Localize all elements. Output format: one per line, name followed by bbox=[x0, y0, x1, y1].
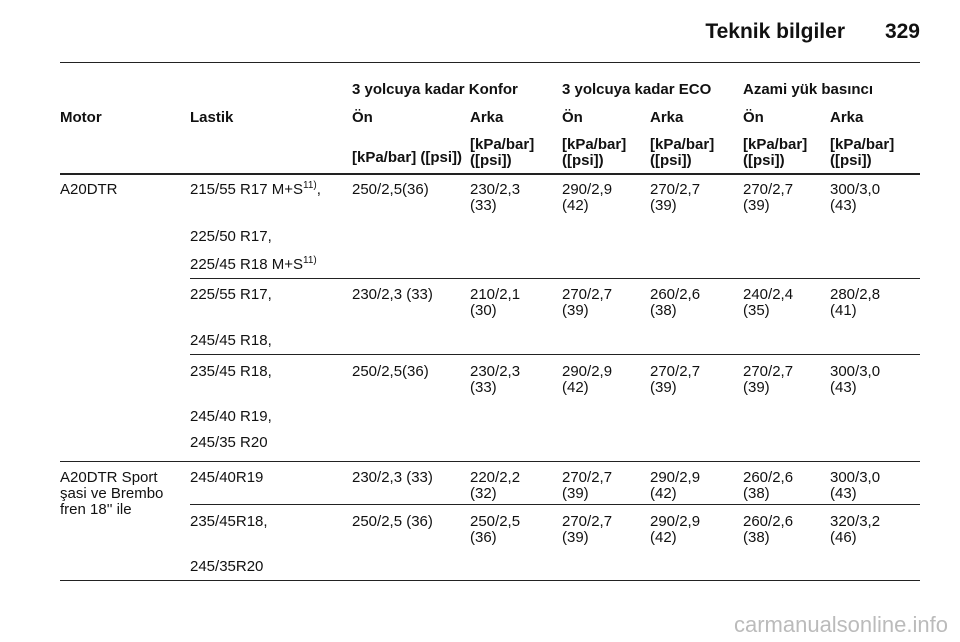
pressure: 250/2,5(36) bbox=[352, 363, 429, 380]
pressure: 270/2,7 (39) bbox=[650, 363, 701, 396]
tire-size: 245/40R19 bbox=[190, 469, 264, 486]
tire: 215/55 R17 M+S11), bbox=[190, 180, 321, 198]
tire: 245/35 R20 bbox=[190, 435, 268, 451]
footnote-ref: 11) bbox=[303, 255, 317, 266]
motor: A20DTR Sport şasi ve Brembo fren 18'' il… bbox=[60, 469, 164, 518]
pressure: 250/2,5 (36) bbox=[352, 513, 433, 530]
page-number: 329 bbox=[884, 20, 920, 43]
pressure: 260/2,6 (38) bbox=[743, 513, 794, 546]
column-header: Ön bbox=[743, 109, 764, 126]
tire-size: 245/45 R18, bbox=[190, 332, 272, 349]
pressure: 270/2,7 (39) bbox=[562, 513, 613, 546]
pressure: 250/2,5 (36) bbox=[470, 513, 521, 546]
unit-header: [kPa/bar] ([psi]) bbox=[830, 136, 895, 169]
pressure: 270/2,7 (39) bbox=[650, 181, 701, 214]
tire: 245/35R20 bbox=[190, 559, 263, 575]
column-header: Ön bbox=[352, 109, 373, 126]
rule bbox=[60, 580, 920, 581]
tire: 225/50 R17, bbox=[190, 229, 272, 245]
pressure: 280/2,8 (41) bbox=[830, 286, 881, 319]
pressure: 290/2,9 (42) bbox=[562, 363, 613, 396]
footnote-ref: 11) bbox=[303, 180, 317, 191]
tire-size: 215/55 R17 M+S bbox=[190, 181, 303, 198]
tire-size: 245/35 R20 bbox=[190, 434, 268, 451]
tire: 245/45 R18, bbox=[190, 333, 272, 349]
pressure: 320/3,2 (46) bbox=[830, 513, 881, 546]
column-header: Lastik bbox=[190, 109, 234, 126]
pressure: 290/2,9 (42) bbox=[650, 513, 701, 546]
tire-size: 225/50 R17, bbox=[190, 228, 272, 245]
group-header: 3 yolcuya kadar ECO bbox=[562, 81, 712, 98]
pressure: 240/2,4 (35) bbox=[743, 286, 794, 319]
watermark: carmanualsonline.info bbox=[733, 612, 948, 637]
page-title: Teknik bilgiler bbox=[705, 20, 845, 43]
tire: 225/55 R17, bbox=[190, 287, 272, 303]
rule bbox=[60, 461, 920, 462]
pressure: 250/2,5(36) bbox=[352, 181, 429, 198]
pressure: 260/2,6 (38) bbox=[743, 469, 794, 502]
pressure: 270/2,7 (39) bbox=[562, 286, 613, 319]
column-header: Ön bbox=[562, 109, 583, 126]
rule bbox=[190, 278, 920, 279]
pressure: 210/2,1 (30) bbox=[470, 286, 521, 319]
unit-header: [kPa/bar] ([psi]) bbox=[650, 136, 715, 169]
unit-header: [kPa/bar] ([psi]) bbox=[743, 136, 808, 169]
rule bbox=[60, 173, 920, 175]
pressure: 230/2,3 (33) bbox=[470, 181, 521, 214]
unit-header: [kPa/bar] ([psi]) bbox=[562, 136, 627, 169]
rule bbox=[190, 504, 920, 505]
separator: , bbox=[316, 181, 321, 198]
tire-size: 245/40 R19, bbox=[190, 408, 272, 425]
group-header: 3 yolcuya kadar Konfor bbox=[352, 81, 518, 98]
column-header: Motor bbox=[60, 109, 102, 126]
tire: 225/45 R18 M+S11) bbox=[190, 255, 317, 273]
pressure: 230/2,3 (33) bbox=[470, 363, 521, 396]
column-header: Arka bbox=[830, 109, 864, 126]
group-header: Azami yük basıncı bbox=[743, 81, 874, 98]
pressure: 290/2,9 (42) bbox=[650, 469, 701, 502]
unit-header: [kPa/bar] ([psi]) bbox=[470, 136, 535, 169]
unit-header: [kPa/bar] ([psi]) bbox=[352, 149, 463, 166]
pressure: 290/2,9 (42) bbox=[562, 181, 613, 214]
tire: 235/45 R18, bbox=[190, 364, 272, 380]
tire: 235/45R18, bbox=[190, 514, 268, 530]
tire-size: 225/45 R18 M+S bbox=[190, 256, 303, 273]
tire-size: 235/45 R18, bbox=[190, 363, 272, 380]
pressure: 300/3,0 (43) bbox=[830, 181, 881, 214]
rule bbox=[60, 62, 920, 63]
pressure: 230/2,3 (33) bbox=[352, 469, 433, 486]
rule bbox=[190, 354, 920, 355]
pressure: 270/2,7 (39) bbox=[562, 469, 613, 502]
tire-size: 245/35R20 bbox=[190, 558, 264, 575]
column-header: Arka bbox=[650, 109, 684, 126]
pressure: 220/2,2 (32) bbox=[470, 469, 521, 502]
tire-size: 235/45R18, bbox=[190, 513, 268, 530]
tire-size: 225/55 R17, bbox=[190, 286, 272, 303]
tire: 245/40R19 bbox=[190, 470, 263, 486]
pressure: 300/3,0 (43) bbox=[830, 363, 881, 396]
pressure: 230/2,3 (33) bbox=[352, 286, 433, 303]
pressure: 300/3,0 (43) bbox=[830, 469, 881, 502]
pressure: 270/2,7 (39) bbox=[743, 181, 794, 214]
tire: 245/40 R19, bbox=[190, 409, 272, 425]
pressure: 260/2,6 (38) bbox=[650, 286, 701, 319]
motor: A20DTR bbox=[60, 181, 118, 198]
column-header: Arka bbox=[470, 109, 504, 126]
pressure: 270/2,7 (39) bbox=[743, 363, 794, 396]
